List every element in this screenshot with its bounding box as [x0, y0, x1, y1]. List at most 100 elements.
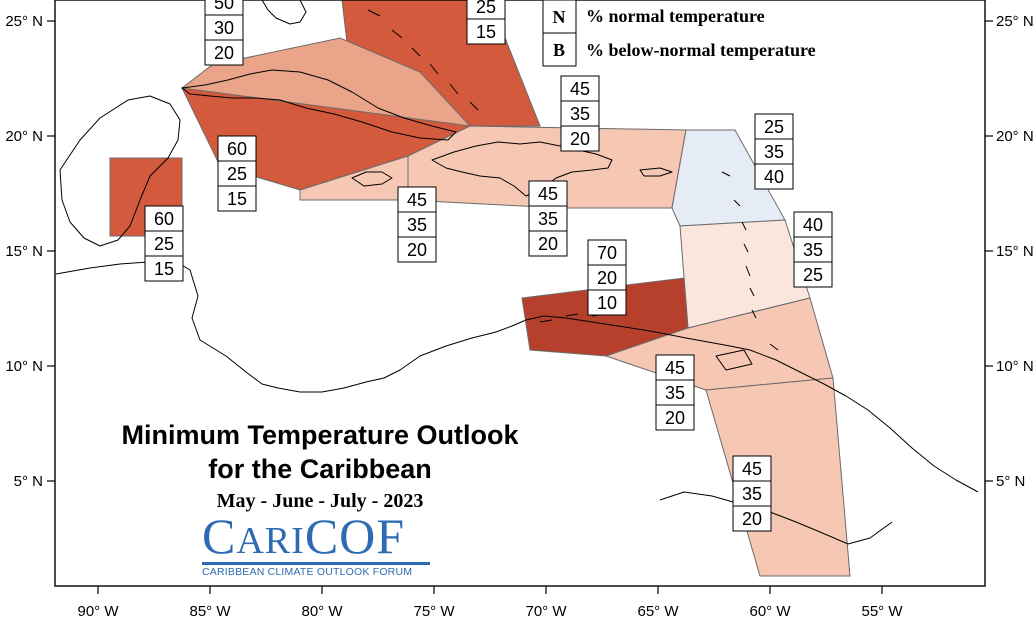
probability-value: 20	[214, 43, 234, 63]
caricof-logo: CARICOF CARIBBEAN CLIMATE OUTLOOK FORUM	[198, 510, 438, 580]
lon-label: 65° W	[637, 603, 679, 620]
map-title-line-2: for the Caribbean	[208, 454, 432, 484]
probability-value: 15	[227, 189, 247, 209]
latitude-labels-left: 25° N 20° N 15° N 10° N 5° N	[5, 13, 43, 490]
probability-value: 15	[476, 22, 496, 42]
probability-box-trinidad: 45 35 20	[655, 354, 695, 431]
map-frame	[54, 0, 986, 587]
lat-label: 5° N	[14, 473, 43, 490]
probability-value: 20	[742, 509, 762, 529]
legend-key-box	[542, 0, 577, 34]
lat-label: 25° N	[5, 13, 43, 30]
legend-key-box	[542, 32, 577, 67]
probability-value: 45	[742, 459, 762, 479]
probability-value: 35	[764, 142, 784, 162]
probability-value: 40	[803, 215, 823, 235]
probability-value: 40	[764, 167, 784, 187]
legend: N % normal temperature B % below-normal …	[542, 0, 816, 67]
lon-label: 90° W	[77, 603, 119, 620]
probability-value: 20	[665, 408, 685, 428]
coast-hispaniola	[431, 141, 613, 197]
probability-box-guianas: 45 35 20	[732, 455, 772, 532]
logo-underline	[202, 562, 430, 565]
lat-label: 5° N	[996, 473, 1025, 490]
probability-value: 25	[476, 0, 496, 17]
probability-value: 15	[154, 259, 174, 279]
probability-value: 20	[538, 234, 558, 254]
probability-box-western-cuba: 60 25 15	[217, 135, 257, 212]
probability-box-leeward-islands: 25 35 40	[754, 113, 794, 190]
legend-key: B	[553, 40, 565, 60]
coast-cuba	[181, 69, 457, 141]
coast-central-america	[55, 257, 497, 393]
coast-trinidad	[715, 349, 753, 371]
probability-value: 35	[803, 240, 823, 260]
latitude-labels-right: 25° N 20° N 15° N 10° N 5° N	[996, 13, 1034, 490]
probability-box-northeast-hispaniola: 45 35 20	[560, 75, 600, 152]
probability-value: 45	[665, 358, 685, 378]
logo-tagline: CARIBBEAN CLIMATE OUTLOOK FORUM	[202, 566, 413, 578]
lat-label: 20° N	[5, 128, 43, 145]
lat-label: 15° N	[5, 243, 43, 260]
logo-wordmark: CARICOF	[202, 508, 406, 564]
probability-value: 25	[227, 164, 247, 184]
probability-value: 45	[538, 184, 558, 204]
probability-value: 10	[597, 293, 617, 313]
probability-box-north-cuba: 50 30 20	[204, 0, 244, 66]
probability-value: 35	[407, 215, 427, 235]
coast-south-america-interior	[659, 491, 893, 545]
coast-puerto-rico	[639, 167, 673, 177]
probability-value: 35	[538, 209, 558, 229]
coast-florida	[261, 0, 307, 25]
probability-value: 35	[570, 104, 590, 124]
probability-box-hispaniola: 45 35 20	[528, 180, 568, 257]
probability-value: 35	[742, 484, 762, 504]
probability-value: 20	[570, 129, 590, 149]
probability-value: 25	[803, 265, 823, 285]
probability-box-belize: 60 25 15	[144, 205, 184, 282]
coast-colombia-venezuela	[495, 315, 979, 493]
lat-label: 10° N	[5, 358, 43, 375]
lat-label: 15° N	[996, 243, 1034, 260]
probability-value: 20	[407, 240, 427, 260]
probability-value: 25	[764, 117, 784, 137]
longitude-ticks	[97, 586, 883, 594]
probability-value: 45	[407, 190, 427, 210]
lat-label: 25° N	[996, 13, 1034, 30]
probability-value: 50	[214, 0, 234, 13]
probability-value: 60	[154, 209, 174, 229]
probability-value: 70	[597, 243, 617, 263]
legend-label: % below-normal temperature	[586, 40, 816, 60]
probability-box-jamaica: 45 35 20	[397, 186, 437, 263]
coast-jamaica	[351, 171, 393, 187]
legend-key: N	[553, 7, 566, 27]
lon-label: 75° W	[413, 603, 455, 620]
coast-yucatan	[59, 95, 181, 247]
probability-value: 30	[214, 18, 234, 38]
probability-boxes: 25 15 50 30 20 60 25 15	[144, 0, 833, 532]
longitude-labels: 90° W 85° W 80° W 75° W 70° W 65° W 60° …	[77, 603, 903, 620]
probability-value: 25	[154, 234, 174, 254]
lon-label: 70° W	[525, 603, 567, 620]
lon-label: 55° W	[861, 603, 903, 620]
lon-label: 85° W	[189, 603, 231, 620]
probability-box-bahamas: 25 15	[466, 0, 506, 45]
legend-label: % normal temperature	[586, 6, 765, 26]
latitude-ticks	[47, 20, 993, 482]
zone-guianas	[705, 377, 851, 577]
lon-label: 60° W	[749, 603, 791, 620]
coast-lesser-antilles	[721, 171, 779, 351]
coast-bahamas	[367, 9, 479, 111]
probability-value: 45	[570, 79, 590, 99]
probability-value: 35	[665, 383, 685, 403]
probability-value: 20	[597, 268, 617, 288]
map-title-line-1: Minimum Temperature Outlook	[121, 420, 519, 450]
lon-label: 80° W	[301, 603, 343, 620]
probability-value: 60	[227, 139, 247, 159]
coastlines	[55, 0, 979, 545]
title-block: Minimum Temperature Outlook for the Cari…	[70, 418, 570, 514]
map-subtitle: May - June - July - 2023	[216, 490, 424, 512]
lat-label: 20° N	[996, 128, 1034, 145]
